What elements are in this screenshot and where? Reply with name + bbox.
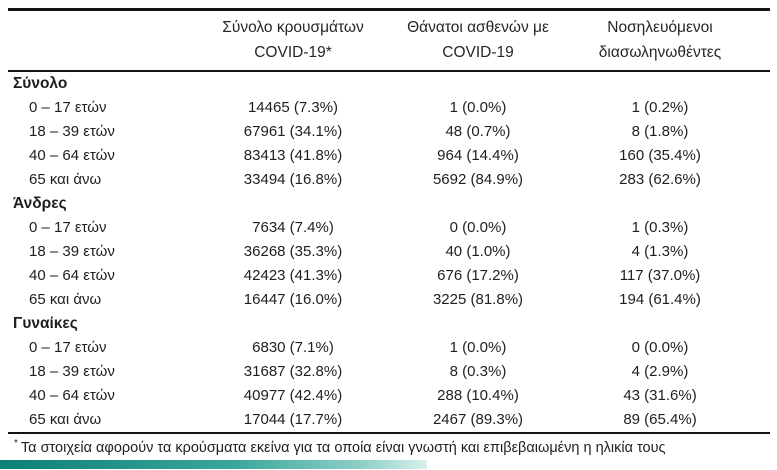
cases-value: 14465 (7.3%) — [247, 99, 339, 116]
section-label-total: Σύνολο — [13, 75, 68, 92]
age-group-label: 65 και άνω — [29, 171, 102, 188]
table-row: 0 – 17 ετών 6830 (7.1%) 1 (0.0%) 0 (0.0%… — [8, 336, 770, 360]
table-row: 18 – 39 ετών 31687 (32.8%) 8 (0.3%) 4 (2… — [8, 360, 770, 384]
deaths-value: 2467 (89.3%) — [432, 411, 524, 428]
col-header-intubated-line2: διασωληνωθέντες — [598, 44, 722, 61]
col-header-deaths-line1: Θάνατοι ασθενών με — [407, 19, 549, 36]
deaths-value: 8 (0.3%) — [449, 363, 507, 380]
cases-value: 7634 (7.4%) — [252, 219, 334, 236]
age-group-label: 65 και άνω — [29, 411, 102, 428]
table-footnote: * Τα στοιχεία αφορούν τα κρούσματα εκείνα… — [8, 434, 770, 456]
deaths-value: 288 (10.4%) — [437, 387, 519, 404]
age-group-label: 0 – 17 ετών — [29, 339, 107, 356]
bottom-rule — [8, 432, 770, 434]
deaths-value: 964 (14.4%) — [437, 147, 519, 164]
age-group-label: 65 και άνω — [29, 291, 102, 308]
cases-value: 36268 (35.3%) — [243, 243, 343, 260]
cases-value: 33494 (16.8%) — [243, 171, 343, 188]
cases-value: 17044 (17.7%) — [243, 411, 343, 428]
col-header-cases-line1: Σύνολο κρουσμάτων — [222, 19, 364, 36]
covid-stats-table: Σύνολο κρουσμάτων COVID-19* Θάνατοι ασθε… — [8, 8, 770, 456]
age-group-label: 40 – 64 ετών — [29, 147, 115, 164]
deaths-value: 0 (0.0%) — [449, 219, 507, 236]
col-header-cases-line2: COVID-19* — [254, 44, 332, 61]
intubated-value: 117 (37.0%) — [619, 267, 701, 284]
deaths-value: 676 (17.2%) — [437, 267, 519, 284]
intubated-value: 194 (61.4%) — [619, 291, 701, 308]
cases-value: 42423 (41.3%) — [243, 267, 343, 284]
col-header-deaths-line2: COVID-19 — [442, 44, 514, 61]
table-header-row: Σύνολο κρουσμάτων COVID-19* Θάνατοι ασθε… — [8, 11, 770, 70]
age-group-label: 18 – 39 ετών — [29, 123, 115, 140]
section-label-women: Γυναίκες — [13, 315, 78, 332]
cases-value: 6830 (7.1%) — [252, 339, 334, 356]
table-row: 40 – 64 ετών 42423 (41.3%) 676 (17.2%) 1… — [8, 264, 770, 288]
cases-value: 83413 (41.8%) — [243, 147, 343, 164]
footnote-text: Τα στοιχεία αφορούν τα κρούσματα εκείνα … — [20, 439, 666, 456]
col-header-intubated: Νοσηλευόμενοι διασωληνωθέντες — [568, 15, 752, 65]
footnote-asterisk: * — [14, 438, 18, 449]
table-row: 0 – 17 ετών 14465 (7.3%) 1 (0.0%) 1 (0.2… — [8, 96, 770, 120]
intubated-value: 4 (2.9%) — [631, 363, 689, 380]
deaths-value: 5692 (84.9%) — [432, 171, 524, 188]
deaths-value: 48 (0.7%) — [445, 123, 511, 140]
col-header-cases: Σύνολο κρουσμάτων COVID-19* — [198, 15, 388, 65]
deaths-value: 3225 (81.8%) — [432, 291, 524, 308]
intubated-value: 1 (0.3%) — [631, 219, 689, 236]
table-row: 40 – 64 ετών 83413 (41.8%) 964 (14.4%) 1… — [8, 144, 770, 168]
cases-value: 16447 (16.0%) — [243, 291, 343, 308]
table-row: 0 – 17 ετών 7634 (7.4%) 0 (0.0%) 1 (0.3%… — [8, 216, 770, 240]
header-separator-rule — [8, 70, 770, 72]
section-label-men: Άνδρες — [13, 195, 67, 212]
age-group-label: 0 – 17 ετών — [29, 219, 107, 236]
intubated-value: 89 (65.4%) — [623, 411, 697, 428]
col-header-intubated-line1: Νοσηλευόμενοι — [607, 19, 713, 36]
deaths-value: 40 (1.0%) — [445, 243, 511, 260]
cases-value: 40977 (42.4%) — [243, 387, 343, 404]
table-row: 65 και άνω 33494 (16.8%) 5692 (84.9%) 28… — [8, 168, 770, 192]
table-row: 65 και άνω 16447 (16.0%) 3225 (81.8%) 19… — [8, 288, 770, 312]
intubated-value: 43 (31.6%) — [623, 387, 697, 404]
age-group-label: 40 – 64 ετών — [29, 267, 115, 284]
top-rule — [8, 8, 770, 11]
age-group-label: 18 – 39 ετών — [29, 243, 115, 260]
table-row: 40 – 64 ετών 40977 (42.4%) 288 (10.4%) 4… — [8, 384, 770, 408]
deaths-value: 1 (0.0%) — [449, 99, 507, 116]
intubated-value: 1 (0.2%) — [631, 99, 689, 116]
col-header-deaths: Θάνατοι ασθενών με COVID-19 — [388, 15, 568, 65]
intubated-value: 160 (35.4%) — [619, 147, 701, 164]
teal-accent-bar — [0, 460, 427, 469]
table-row: 65 και άνω 17044 (17.7%) 2467 (89.3%) 89… — [8, 408, 770, 432]
age-group-label: 0 – 17 ετών — [29, 99, 107, 116]
cases-value: 67961 (34.1%) — [243, 123, 343, 140]
cases-value: 31687 (32.8%) — [243, 363, 343, 380]
age-group-label: 18 – 39 ετών — [29, 363, 115, 380]
intubated-value: 0 (0.0%) — [631, 339, 689, 356]
intubated-value: 8 (1.8%) — [631, 123, 689, 140]
age-group-label: 40 – 64 ετών — [29, 387, 115, 404]
intubated-value: 4 (1.3%) — [631, 243, 689, 260]
intubated-value: 283 (62.6%) — [619, 171, 701, 188]
table-row: 18 – 39 ετών 67961 (34.1%) 48 (0.7%) 8 (… — [8, 120, 770, 144]
deaths-value: 1 (0.0%) — [449, 339, 507, 356]
table-row: 18 – 39 ετών 36268 (35.3%) 40 (1.0%) 4 (… — [8, 240, 770, 264]
